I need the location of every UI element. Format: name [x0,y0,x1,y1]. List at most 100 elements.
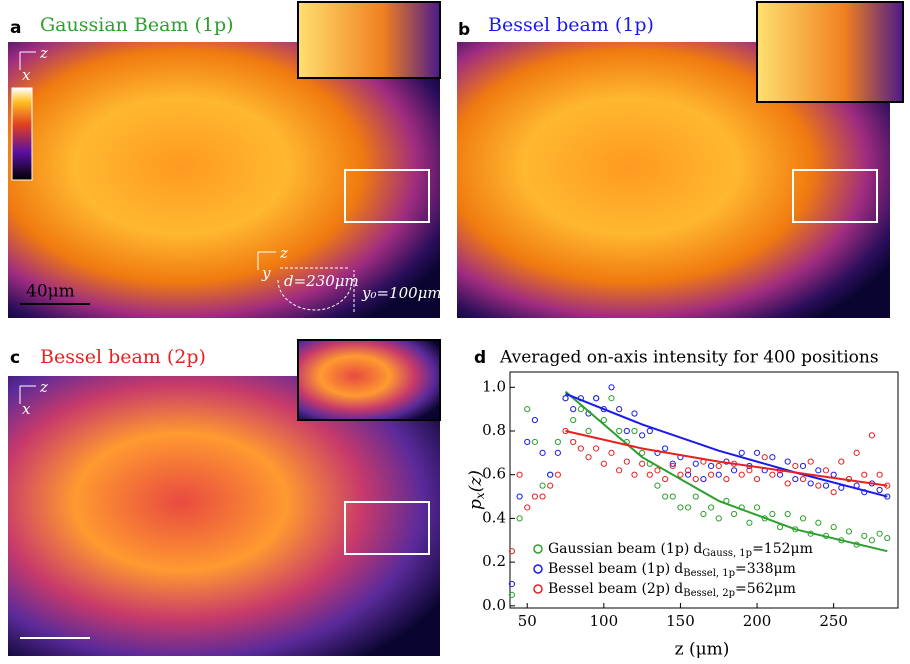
data-point [600,460,607,467]
x-tick-label: 50 [518,612,537,630]
data-point [608,384,615,391]
data-point [845,528,853,535]
data-point [654,482,661,489]
data-point [815,467,822,474]
panel-letter: d [474,348,486,368]
legend-name: Bessel beam (1p) [548,561,670,577]
y-tick-label: 0.6 [482,465,506,483]
data-point [531,416,538,424]
data-point [884,534,891,542]
data-point [876,530,883,537]
colorbar [11,87,33,181]
data-point [807,458,814,465]
data-point [784,458,791,465]
panel-b: b Bessel beam (1p) [457,1,904,318]
fit-curve [565,392,888,498]
data-point [608,395,615,402]
data-point [853,449,860,456]
data-point [669,462,676,470]
data-point [623,458,630,465]
data-point [570,406,577,413]
panel-letter: b [458,20,470,40]
annotation: d=230μm [284,272,359,290]
data-point [654,467,661,474]
data-point [639,460,646,467]
data-point [830,489,837,496]
data-point [685,504,692,511]
micrograph [8,376,440,656]
legend-marker [533,584,543,594]
y-tick-label: 1.0 [482,377,506,395]
data-point [707,462,715,470]
data-point [577,406,584,413]
y-label-tail: (z) [466,470,486,492]
data-point [623,427,630,435]
data-point [516,515,523,522]
data-point [715,515,722,522]
fit-subscript: Gauss, 1p [702,548,752,559]
geometry-sketch [277,267,355,312]
data-point [784,510,791,518]
x-tick-label: 250 [819,612,848,630]
x-axis-label: z (μm) [675,640,730,660]
fit-subscript: Bessel, 2p [683,588,735,599]
data-point [868,537,876,544]
data-point [723,475,730,483]
y-tick-label: 0.8 [482,421,506,439]
x-tick-label: 200 [743,612,772,630]
data-point [746,467,753,474]
data-point [646,427,653,435]
data-point [631,471,638,478]
inset [297,339,441,421]
data-point [838,458,845,465]
legend-name: Bessel beam (2p) [548,581,670,597]
data-point [616,467,623,474]
data-point [761,454,768,461]
y-tick-label: 0.4 [482,508,506,526]
panel-d: d Averaged on-axis intensity for 400 pos… [466,348,899,660]
x-tick-label: 150 [666,612,695,630]
y-label-base: p [466,499,486,510]
data-point [876,486,883,494]
data-point [662,475,669,483]
data-point [593,445,600,452]
data-point [753,475,761,483]
data-point [639,449,646,456]
data-point [508,548,516,555]
scale-label: 40μm [26,282,75,302]
data-point [539,449,546,456]
data-point [570,438,577,446]
legend-label: Bessel beam (2p) dBessel, 2p=562μm [548,581,796,599]
data-point [585,427,592,435]
data-point [554,438,561,446]
panel-title: Bessel beam (2p) [40,346,206,368]
data-point [516,471,523,478]
data-point [639,432,646,439]
data-point [669,460,676,467]
data-point [547,471,554,478]
data-point [815,482,822,489]
axis-glyph [257,251,276,270]
data-point [830,471,837,478]
y-tick-label: 0.0 [482,596,506,614]
y-tick-label: 0.2 [482,552,506,570]
data-point [539,482,546,489]
data-point [707,504,715,511]
fit-value: =152μm [752,541,813,557]
axis-label: z [279,244,288,262]
legend-label: Gaussian beam (1p) dGauss, 1p=152μm [548,541,813,559]
data-point [815,519,822,526]
data-point [524,438,531,446]
data-point [700,510,707,518]
data-point [508,591,516,598]
data-point [769,510,776,518]
data-point [868,432,876,439]
data-point [570,416,577,424]
x-tick-label: 100 [590,612,619,630]
data-point [746,519,753,526]
data-point [600,416,607,424]
data-point [531,493,538,500]
data-point [861,471,868,478]
panel-letter: c [10,348,20,368]
data-point [822,467,830,474]
